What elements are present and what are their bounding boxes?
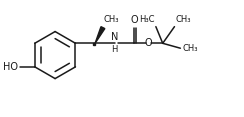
- Text: H₃C: H₃C: [139, 15, 155, 24]
- Text: N: N: [111, 32, 118, 42]
- Bar: [93, 43, 95, 45]
- Polygon shape: [95, 27, 105, 43]
- Text: CH₃: CH₃: [182, 44, 198, 53]
- Text: O: O: [144, 38, 152, 48]
- Text: O: O: [131, 15, 139, 25]
- Text: H: H: [112, 45, 118, 54]
- Text: HO: HO: [3, 62, 18, 72]
- Text: CH₃: CH₃: [175, 15, 191, 24]
- Text: CH₃: CH₃: [104, 15, 119, 24]
